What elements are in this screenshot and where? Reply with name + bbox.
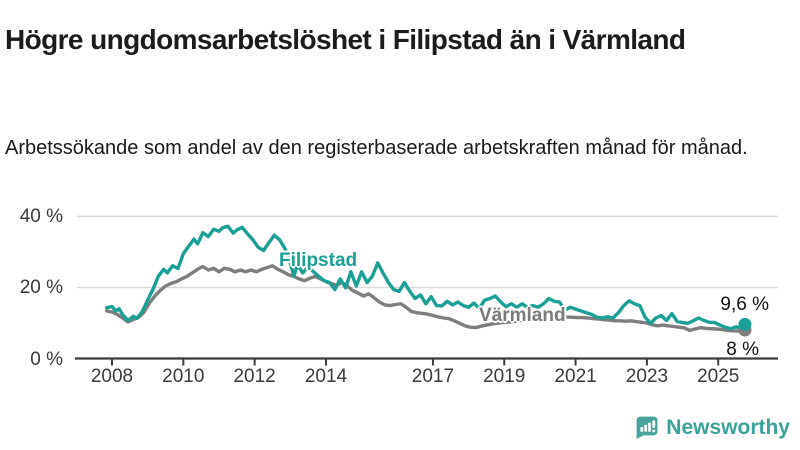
newsworthy-logo[interactable]: Newsworthy (634, 415, 790, 440)
series-label-varmland: Värmland (479, 305, 566, 326)
x-tick-label: 2008 (90, 366, 134, 387)
x-tick-label: 2019 (483, 366, 526, 387)
series-line-filipstad (104, 224, 747, 331)
page-title: Högre ungdomsarbetslöshet i Filipstad än… (5, 23, 686, 55)
series-label-filipstad: Filipstad (279, 250, 358, 271)
y-tick-label: 40 % (19, 206, 63, 228)
y-tick-label: 20 % (19, 277, 63, 299)
newsworthy-speech-bubble-bar-chart-icon (636, 416, 658, 439)
x-tick-label: 2023 (625, 366, 669, 387)
y-tick-label: 0 % (30, 348, 63, 370)
x-tick-label: 2017 (411, 366, 455, 387)
end-value-label-varmland: 8 % (726, 339, 759, 360)
x-tick-label: 2012 (233, 366, 276, 387)
end-value-label-filipstad: 9,6 % (720, 294, 769, 315)
x-tick-label: 2025 (697, 366, 740, 387)
chart-subtitle: Arbetssökande som andel av den registerb… (5, 137, 748, 159)
x-tick-label: 2010 (162, 366, 205, 387)
brand-name: Newsworthy (666, 415, 790, 439)
x-tick-label: 2014 (304, 366, 348, 387)
end-dot-filipstad (738, 317, 752, 331)
x-tick-label: 2021 (554, 366, 597, 387)
series-line-värmland (104, 264, 747, 333)
